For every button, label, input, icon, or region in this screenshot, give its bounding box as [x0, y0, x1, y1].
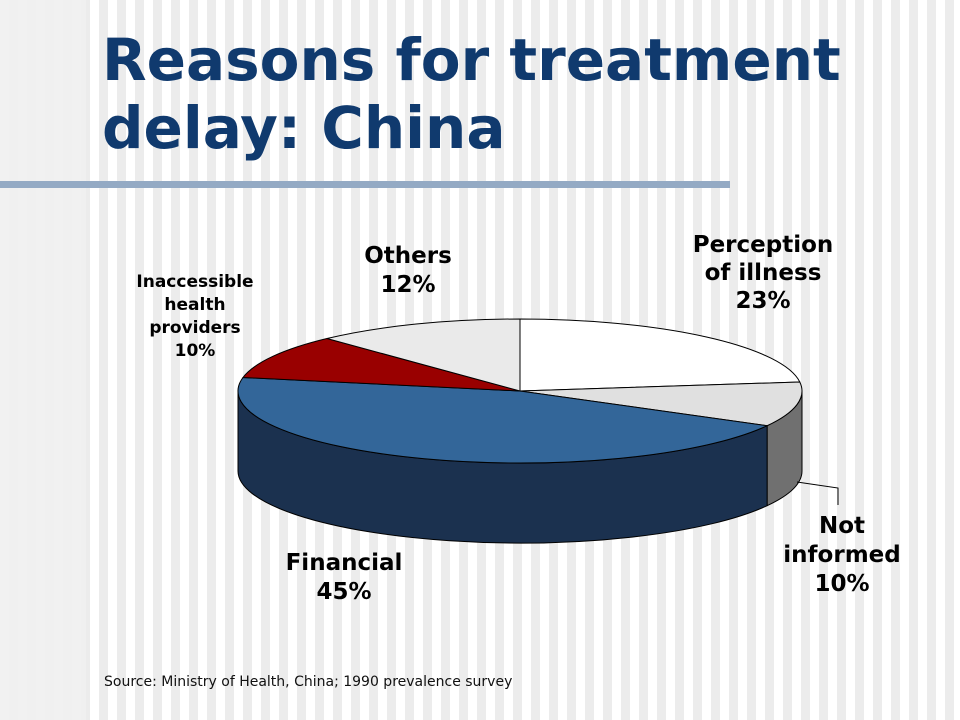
slice-label-inaccessible-health-providers: Inaccessible health providers 10%	[136, 272, 253, 361]
slide-title: Reasons for treatment delay: China	[102, 26, 922, 162]
title-underline-rule	[0, 181, 730, 188]
pie-slice-perception-of-illness	[519, 318, 801, 392]
slice-name-perception-of-illness: of illness	[705, 260, 822, 286]
slice-value-financial: 45%	[316, 579, 371, 605]
slice-label-not-informed: Not informed 10%	[783, 513, 900, 597]
title-line-2: delay: China	[102, 94, 506, 162]
pie-slice-financial	[237, 376, 769, 464]
slice-value-others: 12%	[380, 272, 435, 298]
title-line-1: Reasons for treatment	[102, 26, 841, 94]
slice-label-financial: Financial 45%	[286, 550, 403, 605]
pie-slice-not-informed	[519, 381, 803, 427]
pie-slice-inaccessible-health-providers	[242, 337, 521, 392]
slice-name-inaccessible-health-providers: providers	[149, 318, 240, 338]
slice-name-perception-of-illness: Perception	[693, 232, 834, 258]
slice-name-not-informed: informed	[783, 542, 900, 568]
slice-value-inaccessible-health-providers: 10%	[175, 341, 216, 361]
slice-value-not-informed: 10%	[814, 571, 869, 597]
slice-label-perception-of-illness: Perception of illness 23%	[693, 232, 834, 314]
slice-name-others: Others	[364, 243, 452, 269]
slice-value-perception-of-illness: 23%	[735, 288, 790, 314]
slice-name-inaccessible-health-providers: Inaccessible	[136, 272, 253, 292]
slice-name-not-informed: Not	[819, 513, 865, 539]
background-stripe-band	[0, 0, 86, 720]
pie-slice-others	[326, 318, 521, 392]
slice-name-financial: Financial	[286, 550, 403, 576]
slice-label-others: Others 12%	[364, 243, 452, 298]
leader-line-not-informed	[796, 481, 839, 505]
slice-name-inaccessible-health-providers: health	[164, 295, 225, 315]
source-note: Source: Ministry of Health, China; 1990 …	[104, 674, 513, 690]
